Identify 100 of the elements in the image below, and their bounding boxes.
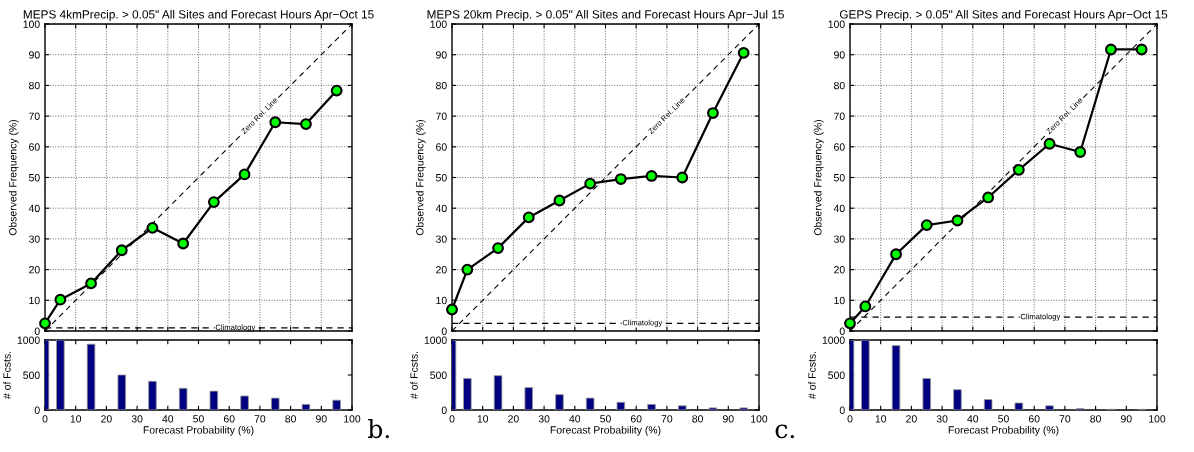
x-tick-label: 40 xyxy=(967,415,979,423)
bar xyxy=(861,340,870,410)
point xyxy=(1043,137,1056,150)
bar xyxy=(1014,402,1024,410)
point xyxy=(300,118,312,130)
x-tick-label: 40 xyxy=(162,415,174,423)
text: c. xyxy=(775,424,794,439)
x-tick-label: 0 xyxy=(42,415,48,423)
y-tick-label: 80 xyxy=(834,81,845,90)
point xyxy=(461,263,474,276)
point xyxy=(85,277,97,290)
bar xyxy=(270,397,280,410)
bar xyxy=(1045,405,1054,410)
x-tick-label: 90 xyxy=(1121,415,1132,423)
y-tick-label: 0 xyxy=(839,327,845,335)
bar xyxy=(148,380,157,410)
y-axis-title: # of Fcsts. xyxy=(808,351,816,399)
x-tick-label: 50 xyxy=(998,415,1009,423)
x-axis-title: Forecast Probability (%) xyxy=(550,425,661,436)
bar xyxy=(209,390,219,410)
point xyxy=(951,214,964,227)
y-tick-label: 70 xyxy=(834,112,845,120)
x-tick-label: 80 xyxy=(692,415,703,423)
point xyxy=(553,194,566,207)
y-tick-label: 0 xyxy=(441,327,447,335)
y-tick-label: 30 xyxy=(435,235,447,243)
bar xyxy=(463,378,472,410)
bar xyxy=(240,395,249,410)
point xyxy=(844,317,856,330)
x-tick-label: 70 xyxy=(1059,415,1071,423)
y-tick-label: 50 xyxy=(28,174,40,182)
bar xyxy=(301,403,311,410)
y-tick-label: 60 xyxy=(834,143,845,151)
y-tick-label: 500 xyxy=(23,371,40,379)
y-tick-label: 10 xyxy=(834,296,845,305)
y-tick-label: 70 xyxy=(29,112,40,120)
point xyxy=(1105,43,1117,56)
bar xyxy=(117,374,127,410)
y-tick-label: 20 xyxy=(834,266,845,274)
bar xyxy=(891,345,901,410)
x-tick-label: 20 xyxy=(101,415,112,423)
point xyxy=(982,191,995,204)
y-axis-title: Observed Frequency (%) xyxy=(8,119,19,236)
x-tick-label: 10 xyxy=(477,415,489,423)
y-tick-label: 10 xyxy=(436,296,447,305)
y-tick-label: 10 xyxy=(29,296,40,305)
x-tick-label: 60 xyxy=(1028,415,1040,423)
x-tick-label: 100 xyxy=(1149,415,1166,423)
bar xyxy=(708,407,718,410)
point xyxy=(707,107,719,119)
bar xyxy=(677,405,687,410)
x-tick-label: 30 xyxy=(131,415,143,423)
x-tick-label: 0 xyxy=(449,415,455,423)
y-tick-label: 20 xyxy=(436,266,447,274)
x-tick-label: 90 xyxy=(723,415,734,423)
point xyxy=(1074,146,1087,158)
y-tick-label: 500 xyxy=(828,371,845,379)
chart-title: MEPS 4kmPrecip. > 0.05" All Sites and Forecast Hours Apr−Oct 15 xyxy=(23,9,374,21)
y-tick-label: 90 xyxy=(29,51,40,59)
bar xyxy=(332,399,341,410)
y-tick-label: 1000 xyxy=(424,336,447,344)
x-tick-label: 70 xyxy=(254,415,266,423)
point xyxy=(39,317,51,330)
point xyxy=(54,293,67,306)
point xyxy=(177,237,190,250)
point xyxy=(890,248,902,261)
point xyxy=(207,196,220,208)
bar xyxy=(493,375,503,410)
point xyxy=(1012,163,1025,176)
x-tick-label: 100 xyxy=(344,415,361,423)
point xyxy=(522,211,535,224)
point xyxy=(492,242,504,255)
chart-title: GEPS Precip. > 0.05" All Sites and Forecast Hours Apr−Oct 15 xyxy=(839,9,1168,21)
y-tick-label: 100 xyxy=(828,20,845,28)
x-tick-label: 80 xyxy=(1090,415,1101,423)
y-tick-label: 500 xyxy=(430,371,447,379)
point xyxy=(645,170,658,182)
bar xyxy=(524,387,534,410)
x-tick-label: 60 xyxy=(630,415,642,423)
x-tick-label: 20 xyxy=(906,415,917,423)
y-tick-label: 30 xyxy=(28,235,40,243)
bar xyxy=(555,394,564,410)
point xyxy=(1135,43,1148,56)
y-tick-label: 60 xyxy=(29,143,40,151)
y-tick-label: 80 xyxy=(29,81,40,90)
y-tick-label: 20 xyxy=(29,266,40,274)
text: b. xyxy=(368,418,389,439)
bar xyxy=(616,401,626,410)
x-tick-label: 30 xyxy=(538,415,550,423)
y-tick-label: 50 xyxy=(435,174,447,182)
y-axis-title: Observed Frequency (%) xyxy=(813,119,824,236)
bar xyxy=(739,407,748,410)
x-tick-label: 80 xyxy=(285,415,296,423)
point xyxy=(446,303,458,316)
bar xyxy=(647,403,656,410)
x-tick-label: 10 xyxy=(875,415,887,423)
point xyxy=(330,84,343,97)
y-tick-label: 0 xyxy=(34,327,40,335)
y-tick-label: 50 xyxy=(833,174,845,182)
point xyxy=(238,168,251,181)
